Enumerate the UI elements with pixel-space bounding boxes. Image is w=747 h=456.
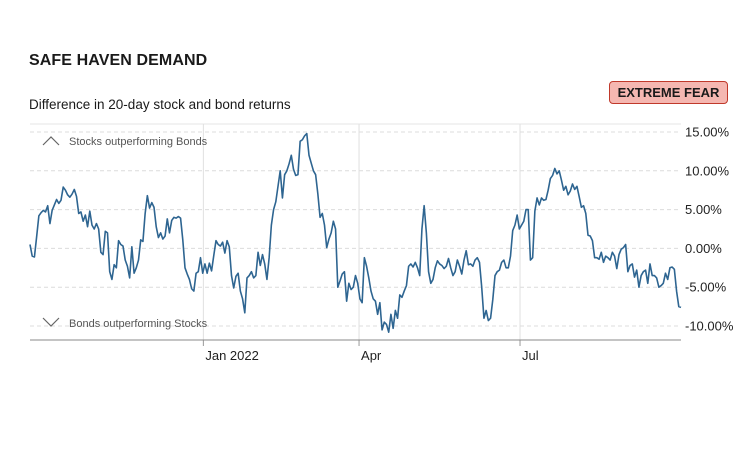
y-tick-label: 10.00% — [685, 163, 730, 178]
annotation-bonds-outperforming: Bonds outperforming Stocks — [69, 318, 208, 330]
series-line-safe-haven-demand — [29, 132, 682, 334]
x-tick-label: Jul — [522, 348, 539, 363]
chevron-up-icon — [42, 136, 60, 146]
y-tick-label: 0.00% — [685, 241, 722, 256]
x-tick-label: Apr — [361, 348, 382, 363]
y-tick-label: -10.00% — [685, 319, 734, 334]
annotation-stocks-outperforming: Stocks outperforming Bonds — [69, 136, 208, 148]
status-badge: EXTREME FEAR — [609, 81, 728, 104]
chevron-down-icon — [42, 317, 60, 327]
x-tick-label: Jan 2022 — [205, 348, 259, 363]
y-tick-label: 15.00% — [685, 125, 730, 140]
y-tick-label: -5.00% — [685, 280, 727, 295]
y-tick-label: 5.00% — [685, 202, 722, 217]
chart-title: SAFE HAVEN DEMAND — [29, 52, 208, 69]
chart-subtitle: Difference in 20-day stock and bond retu… — [29, 97, 291, 112]
